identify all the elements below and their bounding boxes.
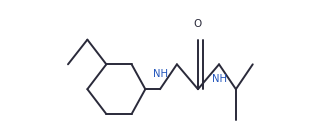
Text: NH: NH [211,74,226,84]
Text: NH: NH [153,69,168,79]
Text: O: O [194,19,202,29]
